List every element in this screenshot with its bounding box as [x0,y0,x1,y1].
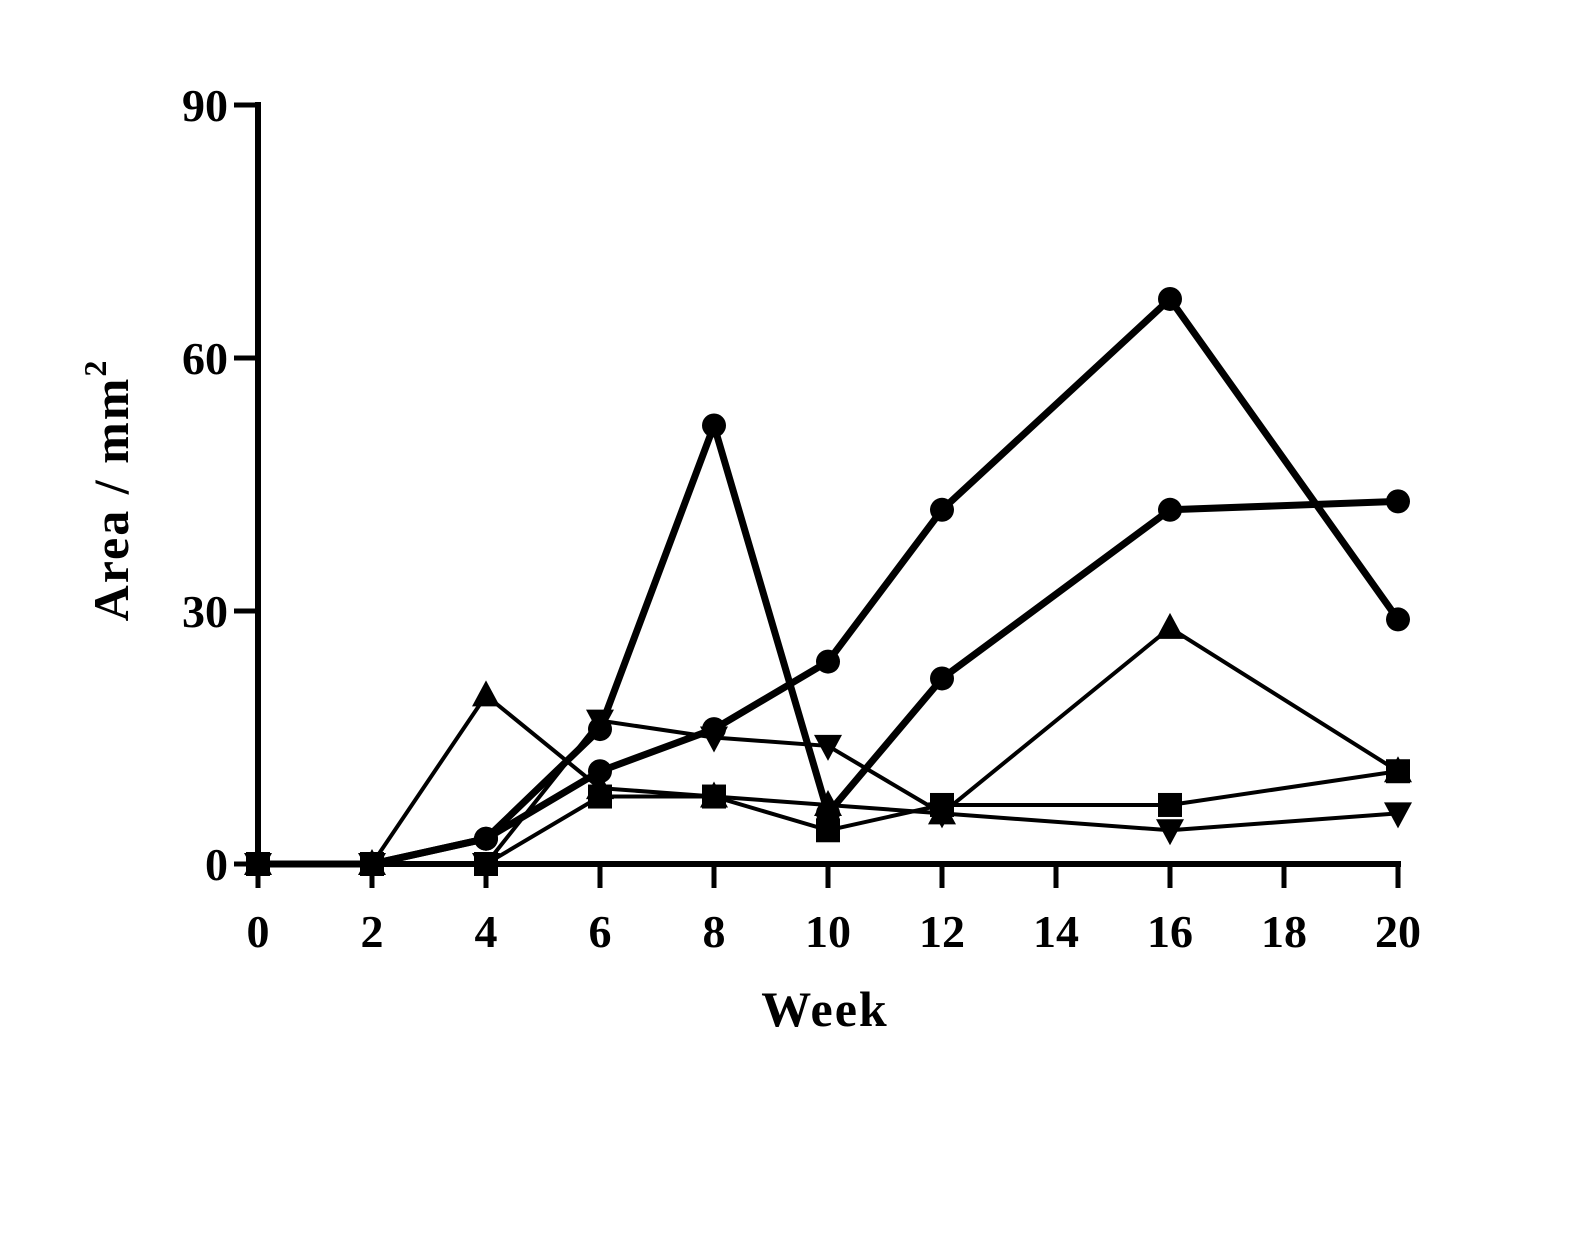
circle-series-2-point-8 [1386,607,1410,632]
circle-series-2-point-1 [360,852,384,876]
triangle-up-series-point-2 [472,680,500,707]
square-series-point-4 [702,784,726,809]
circle-series-2-point-5 [816,649,840,674]
x-tick-label-12: 12 [919,906,965,957]
circle-series-1-point-3 [588,717,612,742]
x-axis-title: Week [761,981,888,1037]
circle-series-1 [246,413,1410,876]
circle-series-1-point-7 [1158,497,1182,522]
y-tick-label-60: 60 [182,333,228,384]
y-axis-title-superscript: 2 [77,359,113,377]
square-series-point-8 [1386,759,1410,784]
x-tick-label-20: 20 [1375,906,1421,957]
y-tick-label-0: 0 [205,839,228,890]
y-axis-title-text: Area / mm [83,377,139,622]
x-tick-label-14: 14 [1033,906,1079,957]
square-series-point-2 [474,852,498,876]
x-tick-label-6: 6 [589,906,612,957]
triangle-down-series-point-7 [1156,819,1184,846]
y-tick-label-30: 30 [182,586,228,637]
circle-series-2-point-0 [246,852,270,876]
circle-series-2 [246,286,1410,876]
circle-series-2-point-2 [474,826,498,851]
x-tick-label-0: 0 [247,906,270,957]
x-tick-label-8: 8 [703,906,726,957]
circle-series-1-point-4 [702,413,726,438]
x-tick-label-16: 16 [1147,906,1193,957]
circle-series-2-point-7 [1158,286,1182,311]
circle-series-2-point-3 [588,759,612,784]
y-axis-title-group: Area / mm2 [77,359,139,622]
series-layer [244,286,1412,879]
circle-series-1-point-6 [930,666,954,691]
circle-series-1-point-5 [816,801,840,826]
y-tick-label-90: 90 [182,80,228,131]
square-series-point-7 [1158,792,1182,817]
triangle-up-series-point-7 [1156,612,1184,639]
triangle-down-series-point-8 [1384,802,1412,829]
x-tick-label-4: 4 [475,906,498,957]
square-series-point-3 [588,784,612,809]
y-axis-title: Area / mm2 [77,359,139,622]
circle-series-1-point-8 [1386,489,1410,514]
circle-series-2-point-4 [702,717,726,742]
triangle-down-series-point-5 [814,734,842,761]
square-series-point-6 [930,792,954,817]
ticks: 0 2 4 6 8 10 12 14 16 18 20 0 30 60 90 [182,80,1421,957]
x-tick-label-10: 10 [805,906,851,957]
x-tick-label-2: 2 [361,906,384,957]
circle-series-2-point-6 [930,497,954,522]
x-tick-label-18: 18 [1261,906,1307,957]
